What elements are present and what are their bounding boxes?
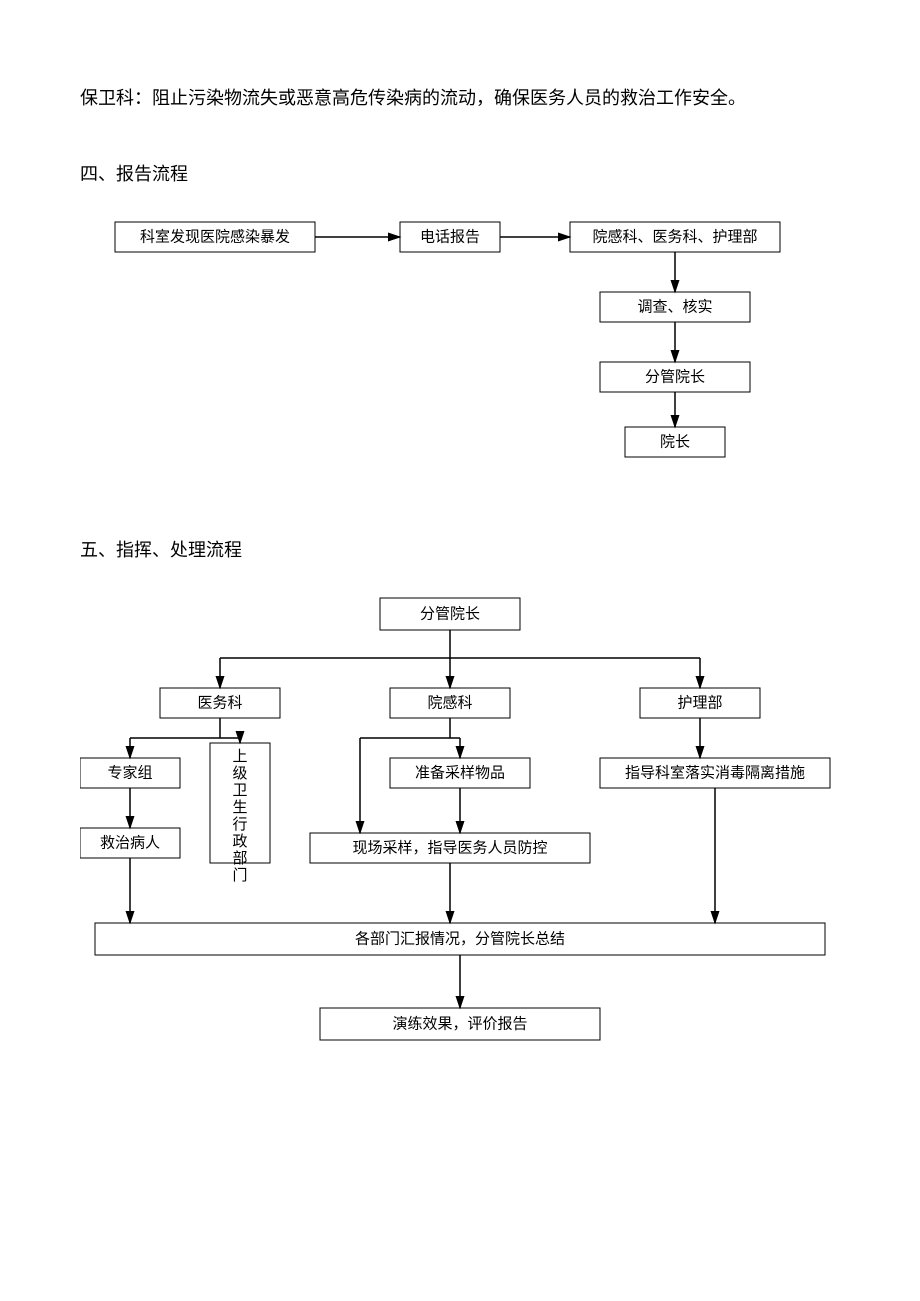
- svg-text:现场采样，指导医务人员防控: 现场采样，指导医务人员防控: [352, 839, 547, 856]
- svg-text:救治病人: 救治病人: [100, 834, 160, 851]
- svg-text:护理部: 护理部: [677, 694, 722, 711]
- svg-text:行: 行: [232, 816, 247, 833]
- svg-text:准备采样物品: 准备采样物品: [415, 764, 505, 781]
- svg-text:政: 政: [232, 833, 247, 850]
- svg-text:院感科: 院感科: [427, 693, 472, 711]
- command-flowchart: 分管院长医务科 院感科 护理部专家组 上级卫生行政部门 救治病人 准备采样物品 指导科室落实…: [80, 588, 840, 1068]
- svg-text:分管院长: 分管院长: [420, 604, 480, 622]
- svg-text:指导科室落实消毒隔离措施: 指导科室落实消毒隔离措施: [625, 764, 805, 781]
- svg-text:级: 级: [232, 765, 247, 782]
- svg-text:调查、核实: 调查、核实: [637, 298, 712, 315]
- svg-text:医务科: 医务科: [197, 694, 242, 711]
- svg-text:院感科、医务科、护理部: 院感科、医务科、护理部: [592, 227, 757, 245]
- svg-text:院长: 院长: [660, 432, 690, 450]
- svg-text:部: 部: [232, 850, 247, 867]
- svg-text:专家组: 专家组: [107, 764, 152, 781]
- heading-report-flow: 四、报告流程: [80, 156, 840, 192]
- svg-text:分管院长: 分管院长: [645, 367, 705, 385]
- svg-text:演练效果，评价报告: 演练效果，评价报告: [392, 1015, 527, 1032]
- intro-paragraph: 保卫科：阻止污染物流失或恶意高危传染病的流动，确保医务人员的救治工作安全。: [80, 80, 840, 116]
- svg-text:科室发现医院感染暴发: 科室发现医院感染暴发: [140, 227, 290, 245]
- report-flowchart: 科室发现医院感染暴发 电话报告 院感科、医务科、护理部调查、核实分管院长院长: [80, 212, 840, 472]
- svg-text:生: 生: [232, 799, 247, 816]
- svg-text:各部门汇报情况，分管院长总结: 各部门汇报情况，分管院长总结: [355, 929, 565, 947]
- heading-command-flow: 五、指挥、处理流程: [80, 532, 840, 568]
- svg-text:卫: 卫: [232, 783, 247, 799]
- svg-text:门: 门: [232, 867, 247, 884]
- svg-text:上: 上: [232, 748, 247, 765]
- svg-text:电话报告: 电话报告: [420, 228, 480, 245]
